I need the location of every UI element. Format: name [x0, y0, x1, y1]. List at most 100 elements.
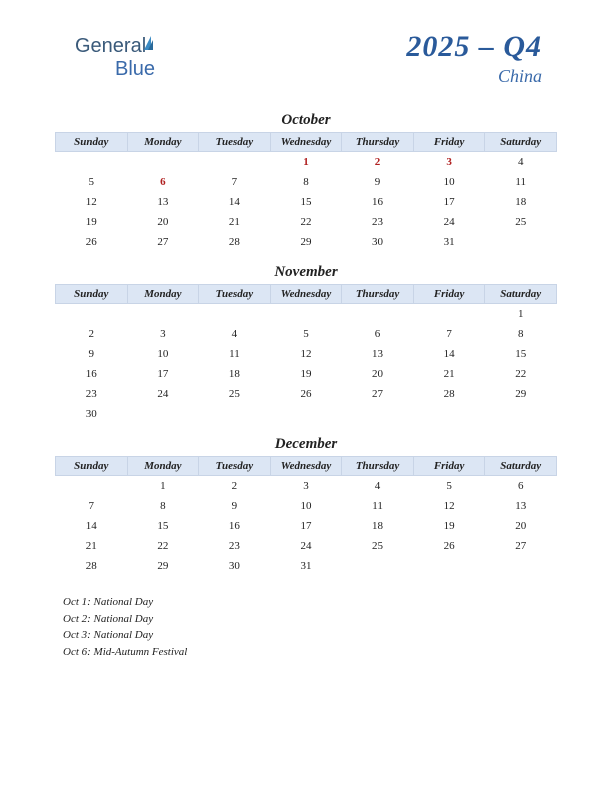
- month-name: December: [55, 436, 557, 453]
- calendar-row: 123456: [56, 476, 557, 497]
- calendar-cell: 29: [127, 556, 199, 576]
- month-block: December SundayMondayTuesdayWednesdayThur…: [55, 436, 557, 576]
- calendar-cell: 13: [342, 344, 414, 364]
- calendar-cell: 12: [270, 344, 342, 364]
- day-header: Monday: [127, 133, 199, 152]
- logo-part2: Blue: [115, 58, 155, 80]
- calendar-cell: 6: [485, 476, 557, 497]
- calendar-cell: 18: [199, 364, 271, 384]
- calendar-cell: 29: [485, 384, 557, 404]
- calendar-row: 78910111213: [56, 496, 557, 516]
- calendar-cell: [413, 404, 485, 424]
- day-header: Wednesday: [270, 133, 342, 152]
- calendar-cell: 27: [342, 384, 414, 404]
- calendar-cell: 14: [56, 516, 128, 536]
- calendar-cell: 9: [56, 344, 128, 364]
- calendar-cell: 26: [270, 384, 342, 404]
- calendar-row: 30: [56, 404, 557, 424]
- calendar-cell: [127, 152, 199, 173]
- day-header: Saturday: [485, 457, 557, 476]
- calendar-cell: 17: [270, 516, 342, 536]
- calendar-cell: 10: [127, 344, 199, 364]
- calendar-cell: 29: [270, 232, 342, 252]
- calendar-cell: 2: [342, 152, 414, 173]
- calendar-row: 567891011: [56, 172, 557, 192]
- calendar-cell: 11: [342, 496, 414, 516]
- day-header: Sunday: [56, 285, 128, 304]
- calendar-cell: [342, 404, 414, 424]
- calendar-row: 12131415161718: [56, 192, 557, 212]
- calendar-cell: 27: [127, 232, 199, 252]
- day-header: Thursday: [342, 285, 414, 304]
- calendar-cell: 20: [342, 364, 414, 384]
- calendar-cell: [199, 404, 271, 424]
- day-header: Monday: [127, 457, 199, 476]
- day-header: Saturday: [485, 133, 557, 152]
- calendar-cell: 26: [56, 232, 128, 252]
- calendar-cell: 15: [270, 192, 342, 212]
- calendar-row: 23242526272829: [56, 384, 557, 404]
- calendar-cell: 5: [56, 172, 128, 192]
- calendar-cell: [127, 304, 199, 325]
- calendar-cell: 4: [199, 324, 271, 344]
- calendar-row: 28293031: [56, 556, 557, 576]
- calendar-cell: 27: [485, 536, 557, 556]
- calendar-cell: 14: [413, 344, 485, 364]
- day-header: Thursday: [342, 133, 414, 152]
- calendar-cell: 21: [56, 536, 128, 556]
- calendar-cell: 8: [485, 324, 557, 344]
- calendar-cell: 5: [413, 476, 485, 497]
- calendar-cell: 20: [127, 212, 199, 232]
- calendar-cell: [199, 304, 271, 325]
- calendar-cell: 26: [413, 536, 485, 556]
- calendar-cell: [199, 152, 271, 173]
- calendar-cell: 23: [199, 536, 271, 556]
- calendar-cell: 22: [270, 212, 342, 232]
- calendar-cell: 24: [270, 536, 342, 556]
- calendar-cell: 18: [342, 516, 414, 536]
- calendar-cell: 3: [413, 152, 485, 173]
- calendar-cell: 9: [342, 172, 414, 192]
- calendar-cell: 13: [485, 496, 557, 516]
- calendar-table: SundayMondayTuesdayWednesdayThursdayFrid…: [55, 284, 557, 424]
- calendar-cell: 1: [127, 476, 199, 497]
- calendar-cell: 7: [199, 172, 271, 192]
- day-header: Wednesday: [270, 457, 342, 476]
- calendar-cell: 2: [56, 324, 128, 344]
- holiday-entry: Oct 6: Mid-Autumn Festival: [63, 644, 557, 661]
- calendar-cell: 16: [342, 192, 414, 212]
- calendar-cell: 11: [485, 172, 557, 192]
- month-block: October SundayMondayTuesdayWednesdayThurs…: [55, 112, 557, 252]
- calendar-cell: 7: [413, 324, 485, 344]
- calendar-cell: [485, 404, 557, 424]
- calendar-cell: 1: [270, 152, 342, 173]
- calendar-cell: 28: [199, 232, 271, 252]
- day-header: Tuesday: [199, 285, 271, 304]
- day-header: Wednesday: [270, 285, 342, 304]
- calendar-table: SundayMondayTuesdayWednesdayThursdayFrid…: [55, 132, 557, 252]
- calendar-cell: 5: [270, 324, 342, 344]
- calendar-cell: [56, 476, 128, 497]
- calendar-cell: 15: [127, 516, 199, 536]
- calendar-row: 21222324252627: [56, 536, 557, 556]
- calendar-cell: 25: [199, 384, 271, 404]
- calendar-cell: 28: [56, 556, 128, 576]
- calendar-cell: 17: [127, 364, 199, 384]
- calendar-cell: 21: [199, 212, 271, 232]
- calendar-table: SundayMondayTuesdayWednesdayThursdayFrid…: [55, 456, 557, 576]
- month-name: October: [55, 112, 557, 129]
- calendar-cell: 1: [485, 304, 557, 325]
- day-header: Monday: [127, 285, 199, 304]
- calendar-row: 262728293031: [56, 232, 557, 252]
- calendar-cell: 14: [199, 192, 271, 212]
- day-header: Friday: [413, 457, 485, 476]
- calendar-cell: 20: [485, 516, 557, 536]
- calendar-row: 2345678: [56, 324, 557, 344]
- calendar-container: OctoberSundayMondayTuesdayWednesdayThurs…: [55, 112, 557, 576]
- calendar-cell: 13: [127, 192, 199, 212]
- holiday-entry: Oct 1: National Day: [63, 594, 557, 611]
- holiday-entry: Oct 2: National Day: [63, 611, 557, 628]
- calendar-cell: 8: [127, 496, 199, 516]
- calendar-cell: 15: [485, 344, 557, 364]
- holiday-entry: Oct 3: National Day: [63, 627, 557, 644]
